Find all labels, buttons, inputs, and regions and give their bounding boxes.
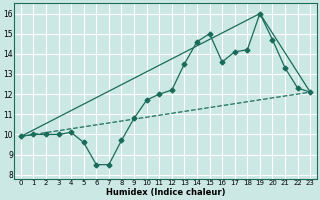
X-axis label: Humidex (Indice chaleur): Humidex (Indice chaleur) [106, 188, 225, 197]
